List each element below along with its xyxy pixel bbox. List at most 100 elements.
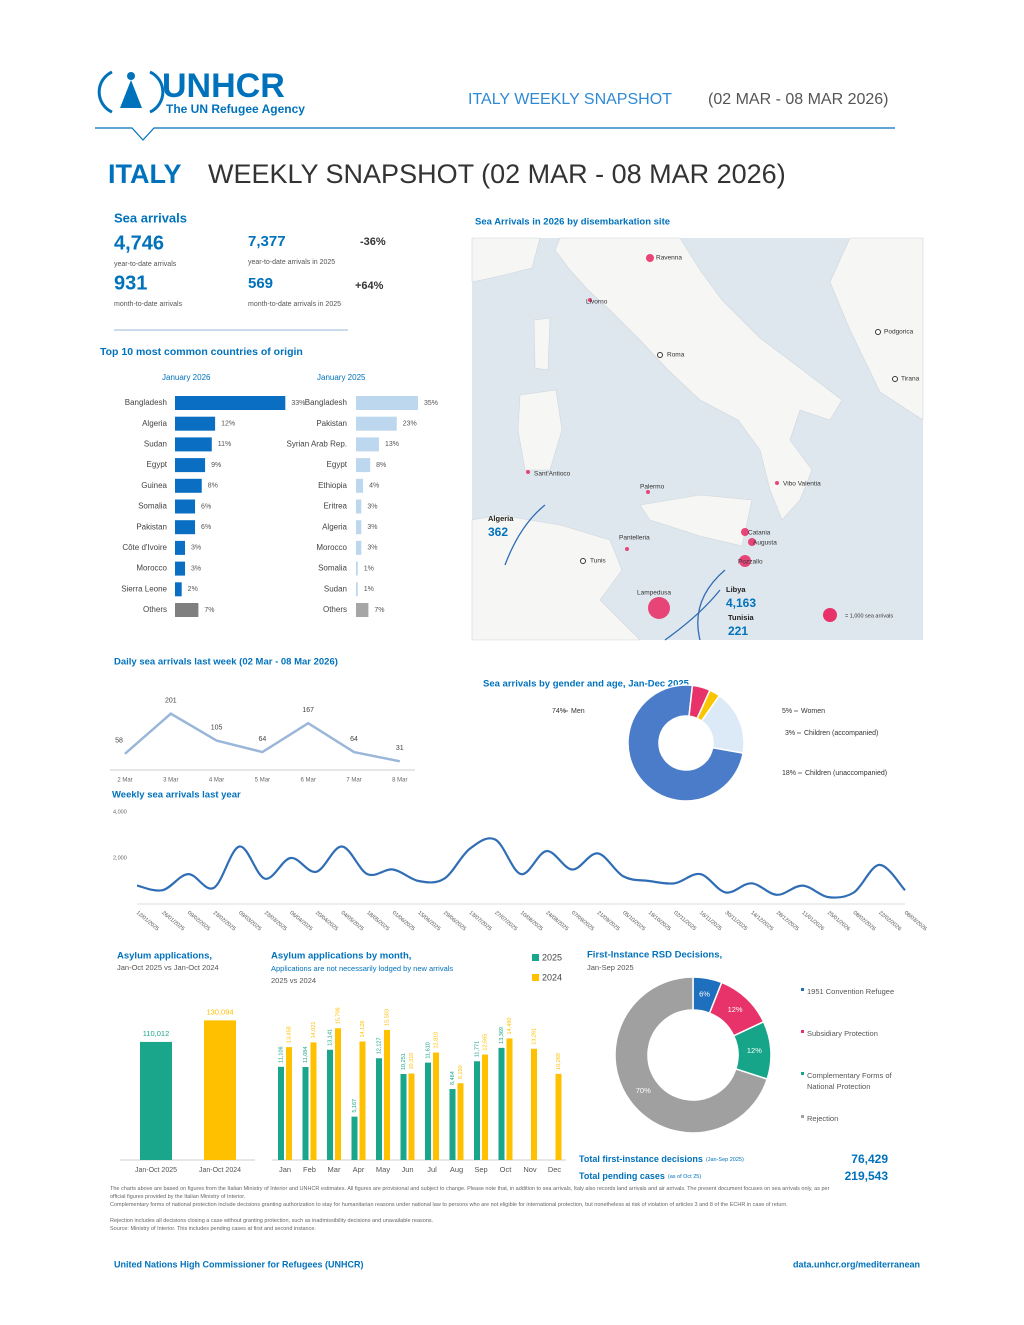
title-text: WEEKLY SNAPSHOT (02 MAR - 08 MAR 2026) [208, 159, 786, 189]
total-value: 76,429 [851, 1152, 888, 1166]
data-label: 105 [211, 724, 223, 731]
legend-label: Children (accompanied) [804, 730, 878, 737]
line [124, 712, 401, 763]
place-label: Vibo Valentia [783, 481, 821, 488]
y-tick-label: 4,000 [113, 809, 127, 815]
x-tick-label: 05/10/2025 [621, 910, 646, 932]
x-tick-label: 11/01/2026 [800, 910, 825, 932]
bar [356, 499, 362, 514]
legend-marker [823, 608, 837, 622]
value-label: 6% [201, 503, 211, 510]
site-marker [588, 298, 592, 302]
header-period: (02 MAR - 08 MAR 2026) [708, 91, 889, 108]
site-marker [775, 481, 779, 485]
category-label: Sierra Leone [121, 584, 167, 593]
place-label: Roma [667, 352, 685, 359]
stat-change: -36% [360, 236, 386, 248]
map-land [471, 237, 541, 283]
map-land [829, 237, 924, 421]
route-arrow [504, 504, 546, 566]
value-label: 13,369 [499, 1027, 505, 1044]
bar [356, 582, 358, 597]
legend-swatch [532, 974, 539, 981]
value-label: 3% [191, 565, 201, 572]
category-label: Ethiopia [318, 481, 347, 490]
bar [302, 1067, 309, 1160]
bar [310, 1042, 317, 1160]
x-tick-label: 01/06/2025 [391, 910, 416, 932]
site-marker [741, 528, 749, 536]
category-label: Sudan [324, 584, 347, 593]
value-label: 7% [374, 607, 384, 614]
legend-label-box: 1951 Convention Refugee [807, 987, 894, 996]
bar [457, 1083, 464, 1160]
section-title: Sea arrivals [114, 210, 187, 225]
legend-value: 74% [552, 708, 566, 715]
x-tick-label: 13/07/2025 [468, 910, 493, 932]
value-label: 2% [188, 586, 198, 593]
bar [359, 1041, 366, 1160]
bar [400, 1074, 407, 1160]
site-marker [648, 597, 670, 619]
donut-segment [700, 694, 745, 754]
bar [356, 458, 371, 473]
x-tick-label: 5 Mar [255, 778, 270, 784]
departure-name: Algeria [488, 514, 514, 523]
map-land [639, 494, 753, 547]
bar [175, 458, 206, 473]
bar [175, 603, 199, 617]
legend-label: Children (unaccompanied) [805, 770, 887, 777]
x-tick-label: 09/02/2025 [186, 910, 211, 932]
value-label: 14,128 [360, 1021, 366, 1038]
value-label: 11,610 [425, 1042, 431, 1058]
segment-label: 70% [636, 1086, 651, 1095]
bar [356, 540, 362, 555]
x-tick-label: 21/09/2025 [596, 910, 621, 932]
value-label: 15,503 [384, 1009, 390, 1026]
value-label: 9% [211, 462, 221, 469]
x-tick-label: Feb [303, 1165, 316, 1174]
bar [356, 603, 369, 617]
x-tick-label: 28/12/2025 [775, 910, 800, 932]
header-title: ITALY WEEKLY SNAPSHOT [468, 91, 672, 108]
x-tick-label: 4 Mar [209, 778, 224, 784]
place-label: Pantelleria [619, 535, 650, 542]
category-label: Egypt [327, 460, 348, 469]
total-line: Total pending cases (as of Oct 25) [579, 1171, 701, 1181]
x-tick-label: Jan-Oct 2025 [135, 1167, 177, 1174]
capital-marker [875, 329, 881, 335]
bar [506, 1038, 513, 1160]
value-label: 1% [364, 565, 374, 572]
footnote-box: The charts above are based on figures fr… [110, 1186, 830, 1200]
footer-right: data.unhcr.org/mediterranean [793, 1259, 920, 1269]
category-label: Eritrea [323, 502, 347, 511]
x-tick-label: Jan-Oct 2024 [199, 1167, 241, 1174]
value-label: 12,810 [433, 1032, 439, 1049]
value-label: 4% [369, 483, 379, 490]
map-legend: = 1,000 sea arrivals [845, 613, 893, 619]
x-tick-label: 10/08/2025 [519, 910, 544, 932]
stat-value: 569 [248, 275, 273, 292]
donut-segment [614, 976, 769, 1134]
capital-marker [580, 558, 586, 564]
value-label: 11,084 [303, 1047, 309, 1063]
x-tick-label: 08/03/2026 [903, 910, 928, 932]
x-tick-label: Sep [474, 1165, 487, 1174]
departure-value: 4,163 [726, 596, 756, 610]
x-tick-label: Dec [548, 1165, 562, 1174]
bar [356, 561, 358, 576]
footnote-box: Complementary forms of national protecti… [110, 1202, 788, 1208]
x-tick-label: Nov [523, 1165, 537, 1174]
departure-value: 362 [488, 525, 508, 539]
total-label: Total first-instance decisions [579, 1154, 703, 1164]
stat-value: 7,377 [248, 233, 286, 250]
donut-segment [627, 684, 744, 802]
stat-label: year-to-date arrivals in 2025 [248, 259, 335, 266]
legend-label-box: Rejection [807, 1114, 838, 1123]
category-label: Others [143, 605, 167, 614]
category-label: Algeria [142, 419, 167, 428]
footnote: The charts above are based on figures fr… [110, 1186, 830, 1200]
x-tick-label: 24/08/2025 [544, 910, 569, 932]
place-label: Livorno [586, 299, 608, 306]
